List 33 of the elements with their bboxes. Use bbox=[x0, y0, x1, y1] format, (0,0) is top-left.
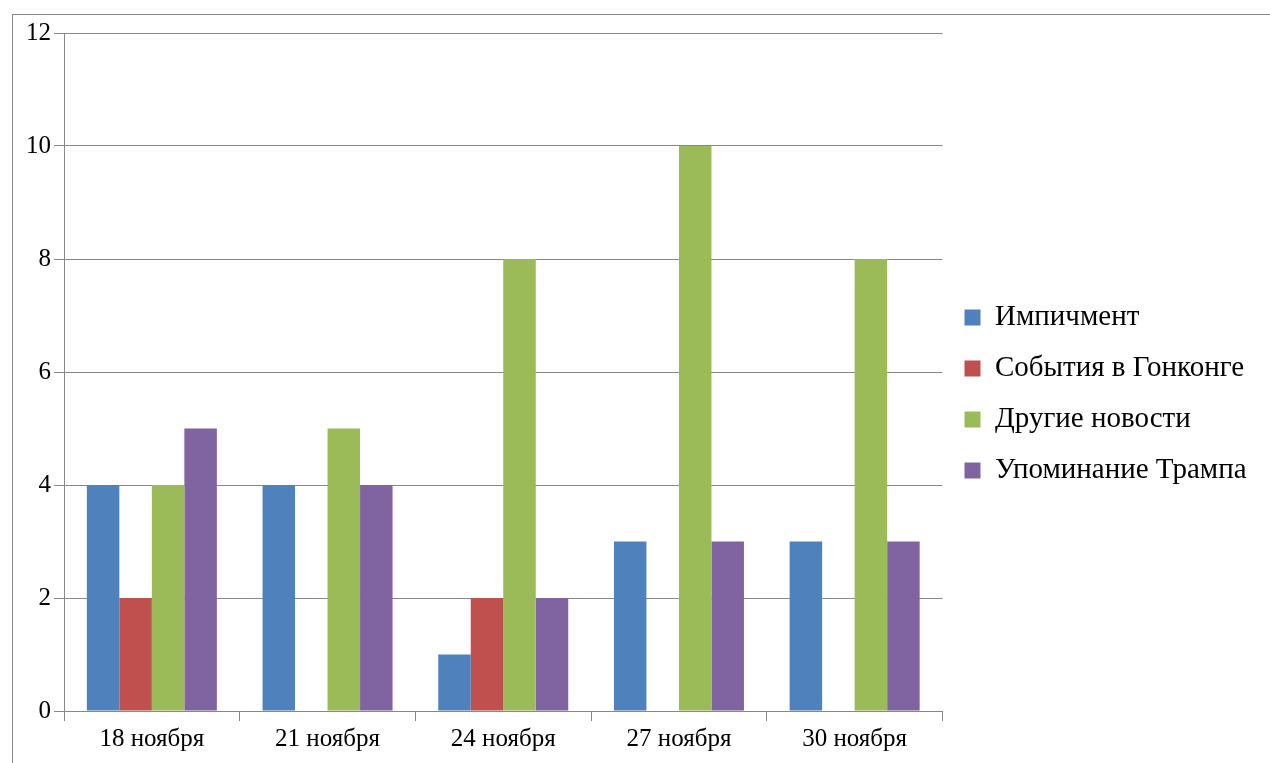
bar bbox=[711, 541, 744, 711]
x-tick-label: 21 ноября bbox=[275, 723, 381, 751]
y-tick-label: 12 bbox=[26, 17, 51, 45]
bar bbox=[470, 598, 504, 711]
y-tick-label: 10 bbox=[26, 130, 51, 158]
legend-label: Другие новости bbox=[995, 401, 1191, 434]
bar bbox=[854, 259, 888, 711]
bar bbox=[613, 541, 647, 711]
bar bbox=[678, 146, 712, 711]
bar bbox=[262, 485, 296, 711]
bar bbox=[119, 598, 152, 711]
legend-label: Упоминание Трампа bbox=[995, 452, 1247, 485]
y-tick-label: 4 bbox=[38, 469, 52, 497]
bar bbox=[184, 428, 217, 711]
legend-label: События в Гонконге bbox=[995, 350, 1245, 383]
bar bbox=[327, 428, 361, 711]
bar bbox=[86, 485, 120, 711]
y-tick-label: 6 bbox=[38, 356, 51, 384]
x-tick-label: 30 ноября bbox=[802, 723, 908, 751]
y-tick-label: 0 bbox=[38, 695, 51, 723]
bar bbox=[535, 598, 569, 711]
bar bbox=[789, 541, 823, 711]
x-tick-label: 27 ноября bbox=[626, 723, 732, 751]
bar bbox=[503, 259, 536, 711]
bar bbox=[360, 485, 393, 711]
bar bbox=[438, 654, 471, 711]
legend-label: Импичмент bbox=[995, 299, 1140, 332]
y-tick-label: 8 bbox=[38, 243, 51, 271]
bar bbox=[887, 541, 920, 711]
y-tick-label: 2 bbox=[38, 582, 51, 610]
bar bbox=[151, 485, 185, 711]
x-tick-label: 18 ноября bbox=[99, 723, 205, 751]
x-tick-label: 24 ноября bbox=[450, 723, 557, 751]
